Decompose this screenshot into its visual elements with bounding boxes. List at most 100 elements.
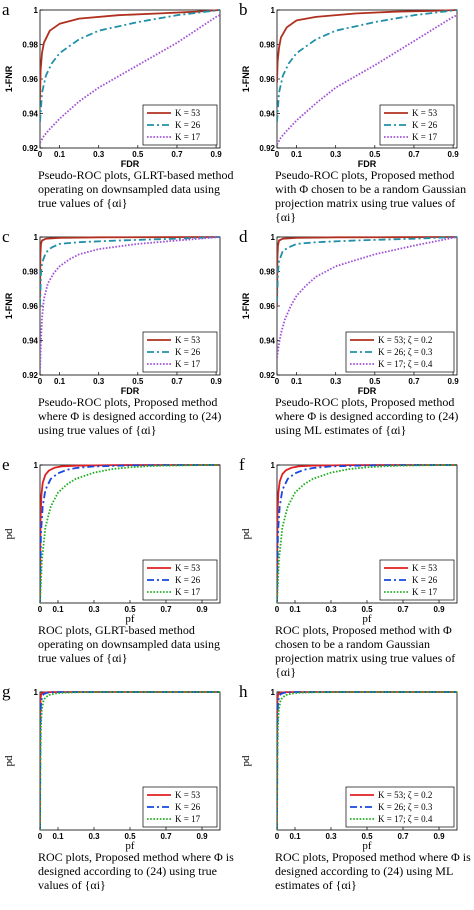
chart-svg: 0 0.1 0.3 0.5 0.7 0.9 0.92 0.94 0.96 0.98 1 FDR 1-FN… (241, 6, 460, 169)
y-tick-label: 1 (34, 461, 39, 470)
panel-caption: Pseudo-ROC plots, Proposed method where … (38, 395, 222, 437)
y-tick-label: 0.96 (259, 75, 275, 84)
x-tick-label: 0.9 (196, 832, 208, 841)
legend-box (379, 104, 455, 146)
panel-label: f (239, 455, 245, 474)
y-tick-label: 1 (271, 688, 276, 697)
series-line-1 (40, 236, 220, 298)
y-tick-label: 0.96 (22, 75, 38, 84)
panel-caption: Pseudo-ROC plots, Proposed method where … (275, 395, 459, 437)
y-axis-label: 1-FNR (4, 65, 14, 92)
chart-panel-h: h 0 0.1 0.3 0.5 0.7 0.9 1 pf pd K = 53; ζ = 0.2 K =… (237, 682, 474, 909)
x-tick-label: 0.5 (361, 605, 373, 614)
x-tick-label: 0.3 (325, 605, 337, 614)
series-line-2 (277, 236, 457, 303)
series-line-2 (40, 236, 220, 307)
legend-box (142, 331, 218, 373)
legend-label: K = 26 (175, 575, 201, 585)
series-line-2 (277, 9, 457, 123)
x-tick-label: 0 (38, 832, 43, 841)
series-line-3 (277, 691, 457, 830)
y-axis-label: 1-FNR (4, 292, 14, 319)
x-tick-label: 0.3 (88, 605, 100, 614)
legend-label: K = 26 (175, 802, 201, 812)
legend-box (142, 559, 218, 601)
x-tick-label: 0.3 (88, 832, 100, 841)
panel-caption: Pseudo-ROC plots, GLRT-based method oper… (38, 168, 234, 210)
series-line-2 (40, 464, 220, 603)
x-tick-label: 0.1 (52, 605, 64, 614)
panel-caption: ROC plots, GLRT-based method operating o… (38, 623, 220, 665)
chart-panel-a: a 0 0.1 0.3 0.5 0.7 0.9 0.92 0.94 0.96 0.98 1 FDR 1-F… (0, 0, 237, 227)
y-tick-label: 0.98 (22, 268, 38, 277)
x-tick-label: 0.5 (124, 605, 136, 614)
x-tick-label: 0.7 (397, 605, 409, 614)
x-tick-label: 0 (38, 377, 43, 386)
x-tick-label: 0.1 (54, 150, 66, 159)
x-axis-label: FDR (358, 386, 377, 396)
y-tick-label: 1 (34, 688, 39, 697)
legend: K = 53; ζ = 0.2 K = 26; ζ = 0.3 K = 17; ζ … (345, 786, 455, 828)
x-tick-label: 0.3 (93, 150, 105, 159)
chart-panel-c: c 0 0.1 0.3 0.5 0.7 0.9 0.92 0.94 0.96 0.98 1 FDR 1-F… (0, 227, 237, 454)
chart-panel-b: b 0 0.1 0.3 0.5 0.7 0.9 0.92 0.94 0.96 0.98 1 FDR 1-F… (237, 0, 474, 227)
legend: K = 53; ζ = 0.2 K = 26; ζ = 0.3 K = 17; ζ … (345, 331, 455, 373)
panel-label: e (2, 455, 10, 474)
x-tick-label: 0.5 (124, 832, 136, 841)
panel-label: b (239, 0, 248, 19)
panel-label: d (239, 227, 248, 246)
panel-label: a (2, 0, 10, 19)
chart-svg: 0 0.1 0.3 0.5 0.7 0.9 1 pf pd K = 53 K = 26 K = 17 (240, 461, 458, 625)
panel-caption: Pseudo-ROC plots, Proposed method with Φ… (275, 168, 467, 224)
x-tick-label: 0.7 (408, 150, 420, 159)
x-tick-label: 0.9 (448, 377, 460, 386)
y-tick-label: 0.98 (259, 268, 275, 277)
y-tick-label: 1 (271, 461, 276, 470)
panel-label: g (2, 682, 11, 701)
panel-caption: ROC plots, Proposed method where Φ is de… (38, 850, 234, 892)
x-tick-label: 0.3 (330, 150, 342, 159)
legend-label: K = 53; ζ = 0.2 (378, 790, 432, 800)
y-tick-label: 0.96 (259, 302, 275, 311)
legend-label: K = 17 (175, 132, 201, 142)
x-tick-label: 0.7 (171, 377, 183, 386)
x-tick-label: 0.1 (52, 832, 64, 841)
y-axis-label: 1-FNR (241, 65, 251, 92)
x-tick-label: 0.5 (369, 150, 381, 159)
y-tick-label: 1 (34, 6, 39, 15)
series-line-1 (40, 9, 220, 100)
legend-label: K = 17; ζ = 0.4 (378, 359, 433, 369)
series-line-1 (277, 9, 457, 83)
legend-label: K = 26 (412, 575, 438, 585)
x-tick-label: 0.9 (211, 377, 223, 386)
legend-box (379, 559, 455, 601)
y-tick-label: 0.98 (259, 41, 275, 50)
series-line-2 (277, 464, 457, 603)
series-line-3 (277, 236, 457, 358)
x-tick-label: 0.1 (291, 377, 303, 386)
x-tick-label: 0 (38, 150, 43, 159)
legend: K = 53 K = 26 K = 17 (142, 331, 218, 373)
legend: K = 53 K = 26 K = 17 (142, 559, 218, 601)
legend-box (345, 786, 455, 828)
y-axis-label: pd (240, 528, 252, 540)
panel-label: h (239, 682, 248, 701)
panel-label: c (2, 227, 10, 246)
legend-label: K = 53 (175, 335, 201, 345)
x-axis-label: pf (362, 840, 372, 852)
x-tick-label: 0.5 (132, 377, 144, 386)
chart-panel-f: f 0 0.1 0.3 0.5 0.7 0.9 1 pf pd K = 53 K = 26 K = 17… (237, 455, 474, 682)
x-tick-label: 0.1 (289, 832, 301, 841)
x-axis-label: FDR (121, 386, 140, 396)
chart-panel-d: d 0 0.1 0.3 0.5 0.7 0.9 0.92 0.94 0.96 0.98 1 FDR 1-F… (237, 227, 474, 454)
x-tick-label: 0.7 (408, 377, 420, 386)
x-tick-label: 0.3 (330, 377, 342, 386)
x-axis-label: FDR (358, 159, 377, 169)
legend-label: K = 17 (175, 814, 201, 824)
legend-label: K = 26 (175, 347, 201, 357)
y-axis-label: pd (3, 528, 15, 540)
x-tick-label: 0.9 (448, 150, 460, 159)
legend-label: K = 26; ζ = 0.3 (378, 347, 433, 357)
x-tick-label: 0.9 (433, 832, 445, 841)
x-tick-label: 0 (275, 150, 280, 159)
